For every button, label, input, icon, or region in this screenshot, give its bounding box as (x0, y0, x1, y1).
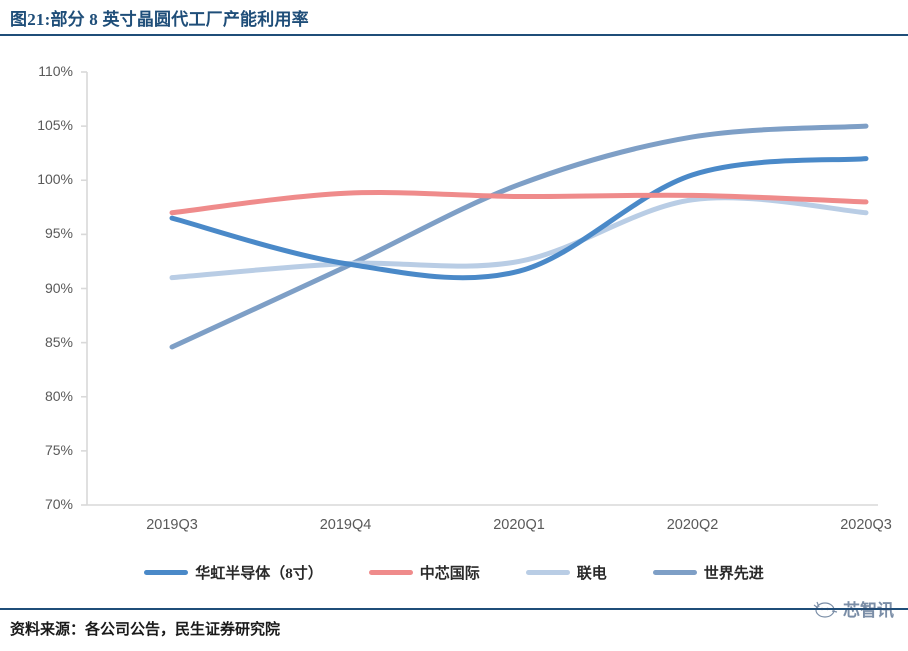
legend-item[interactable]: 中芯国际 (368, 562, 480, 583)
chart-area: 110% 105% 100% 95% 90% 85% 80% 75% 70% 2019Q3 201… (0, 36, 908, 601)
source-note: 资料来源：各公司公告，民生证券研究院 (10, 622, 281, 638)
y-axis-tick-label: 75% (44, 441, 73, 458)
x-axis-tick-label: 2020Q3 (840, 517, 892, 533)
chart-legend: 华虹半导体（8寸） 中芯国际 联电 世界先进 (0, 555, 908, 589)
x-axis-tick-label: 2019Q3 (146, 517, 198, 533)
legend-label: 华虹半导体（8寸） (195, 565, 323, 582)
watermark: 芯智讯 (810, 596, 894, 621)
line-chart-svg (81, 71, 878, 506)
series-line (169, 156, 869, 281)
chart-series (169, 123, 869, 350)
series-line (169, 195, 869, 281)
legend-color-swatch (144, 569, 189, 575)
legend-color-swatch (525, 569, 570, 575)
y-axis-tick-label: 70% (44, 496, 73, 512)
x-axis-tick-label: 2020Q2 (666, 517, 719, 533)
x-axis-tick-label: 2020Q1 (493, 517, 545, 533)
x-axis-tick-label: 2019Q4 (319, 517, 372, 533)
footer-divider (0, 608, 908, 610)
legend-label: 世界先进 (703, 565, 764, 582)
legend-item[interactable]: 联电 (525, 562, 607, 583)
legend-item[interactable]: 华虹半导体（8寸） (144, 562, 323, 583)
legend-label: 联电 (576, 565, 607, 582)
y-axis-tick-label: 105% (37, 117, 73, 134)
y-axis-tick-label: 90% (44, 279, 73, 296)
page-title: 图21:部分 8 英寸晶圆代工厂产能利用率 (10, 9, 309, 29)
figure-title-band: 图21:部分 8 英寸晶圆代工厂产能利用率 (0, 0, 908, 34)
y-axis-tick-label: 85% (44, 333, 73, 350)
y-axis-tick-label: 110% (38, 63, 73, 79)
series-line (169, 190, 869, 216)
legend-color-swatch (652, 569, 697, 575)
y-axis-tick-label: 80% (44, 387, 73, 404)
series-line (169, 123, 869, 350)
legend-item[interactable]: 世界先进 (652, 562, 764, 583)
chart-axes (81, 71, 878, 506)
y-axis-tick-label: 95% (44, 225, 73, 242)
legend-label: 中芯国际 (419, 565, 480, 582)
title-divider (0, 34, 908, 36)
piggy-logo-icon (813, 601, 838, 618)
legend-color-swatch (368, 569, 413, 575)
watermark-text: 芯智讯 (843, 601, 894, 620)
y-axis-tick-label: 100% (37, 171, 73, 188)
